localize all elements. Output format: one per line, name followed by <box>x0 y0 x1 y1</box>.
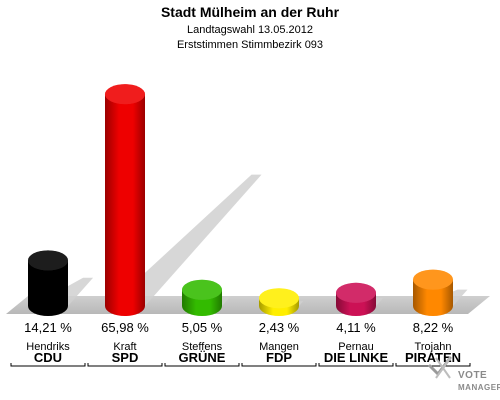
candidate-label: Hendriks <box>26 341 70 353</box>
bar-shadow <box>109 174 262 306</box>
party-label: PIRATEN <box>405 350 461 365</box>
category-bracket <box>318 363 394 367</box>
party-label: FDP <box>266 350 292 365</box>
category-bracket <box>10 363 86 367</box>
candidate-label: Steffens <box>182 341 223 353</box>
party-label: SPD <box>112 350 139 365</box>
logo-text-manager: MANAGER <box>458 383 500 392</box>
value-label: 8,22 % <box>413 320 454 335</box>
logo-text-vote: VOTE <box>458 370 487 381</box>
category-bracket <box>395 363 471 367</box>
bar <box>182 279 222 316</box>
value-label: 2,43 % <box>259 320 300 335</box>
chart-subtitle-district: Erststimmen Stimmbezirk 093 <box>177 39 323 51</box>
bar <box>413 269 453 316</box>
vote-manager-logo: VOTE MANAGER <box>428 356 500 392</box>
party-label: GRÜNE <box>179 350 226 365</box>
check-x-icon <box>428 356 452 379</box>
value-label: 4,11 % <box>336 320 376 335</box>
value-label: 65,98 % <box>101 320 149 335</box>
chart-subtitle-election: Landtagswahl 13.05.2012 <box>187 24 313 36</box>
party-label: DIE LINKE <box>324 350 389 365</box>
bar <box>259 288 299 316</box>
bars <box>28 84 453 317</box>
category-bracket <box>164 363 240 367</box>
candidate-label: Mangen <box>259 341 299 353</box>
bar <box>28 250 68 316</box>
value-label: 5,05 % <box>182 320 223 335</box>
value-label: 14,21 % <box>24 320 72 335</box>
bar-shadows <box>32 174 468 306</box>
bar <box>105 84 145 317</box>
candidate-label: Trojahn <box>415 341 452 353</box>
candidate-label: Pernau <box>338 341 373 353</box>
bar <box>336 282 376 316</box>
chart-title: Stadt Mülheim an der Ruhr <box>161 4 340 20</box>
candidate-label: Kraft <box>113 341 136 353</box>
category-bracket <box>87 363 163 367</box>
category-bracket <box>241 363 317 367</box>
party-label: CDU <box>34 350 62 365</box>
